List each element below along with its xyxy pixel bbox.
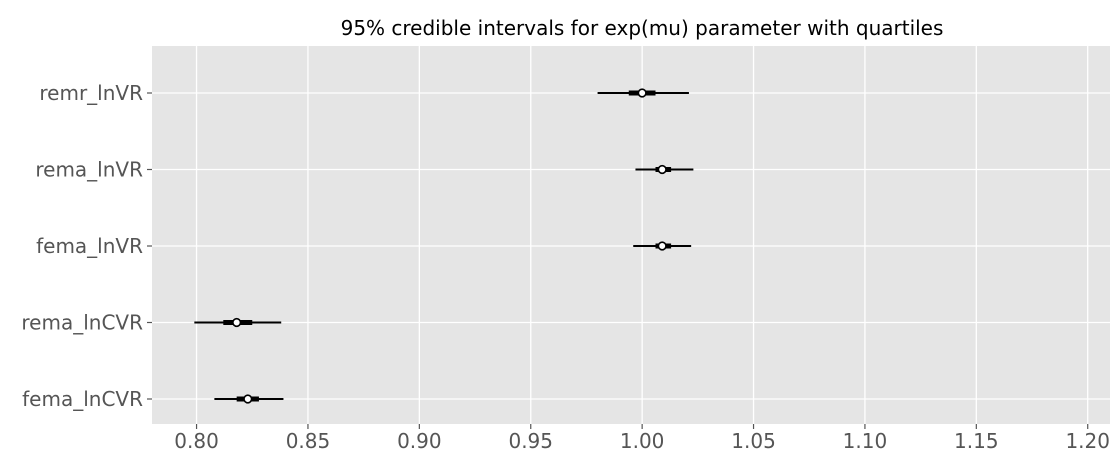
x-tick-label: 1.20 bbox=[1065, 429, 1110, 453]
median-point bbox=[232, 317, 242, 328]
interval-marks bbox=[194, 88, 694, 404]
x-tick-label: 0.85 bbox=[286, 429, 331, 453]
x-tick-label: 1.05 bbox=[731, 429, 776, 453]
y-tick-label: remr_lnVR bbox=[39, 81, 143, 105]
y-tick-label: rema_lnVR bbox=[35, 158, 143, 182]
x-axis-ticks: 0.80 0.85 0.90 0.95 1.00 1.05 1.10 1.15 1.20 bbox=[174, 424, 1110, 453]
median-point bbox=[657, 241, 667, 251]
median-point bbox=[657, 164, 667, 175]
median-point bbox=[637, 88, 647, 98]
x-tick-label: 0.90 bbox=[397, 429, 442, 453]
grid-layer bbox=[152, 46, 1110, 424]
y-tick-label: fema_lnVR bbox=[36, 234, 143, 258]
plot-area bbox=[152, 46, 1110, 424]
x-tick-label: 1.10 bbox=[843, 429, 888, 453]
median-point bbox=[243, 394, 253, 404]
y-tick-label: rema_lnCVR bbox=[21, 311, 143, 335]
y-tick-label: fema_lnCVR bbox=[22, 387, 143, 411]
x-tick-label: 1.00 bbox=[620, 429, 665, 453]
y-axis-ticks: remr_lnVR rema_lnVR fema_lnVR rema_lnCVRfem… bbox=[21, 81, 152, 411]
x-tick-label: 0.95 bbox=[508, 429, 553, 453]
chart-title: 95% credible intervals for exp(mu) param… bbox=[341, 16, 944, 40]
x-tick-label: 1.15 bbox=[954, 429, 999, 453]
x-tick-label: 0.80 bbox=[174, 429, 219, 453]
